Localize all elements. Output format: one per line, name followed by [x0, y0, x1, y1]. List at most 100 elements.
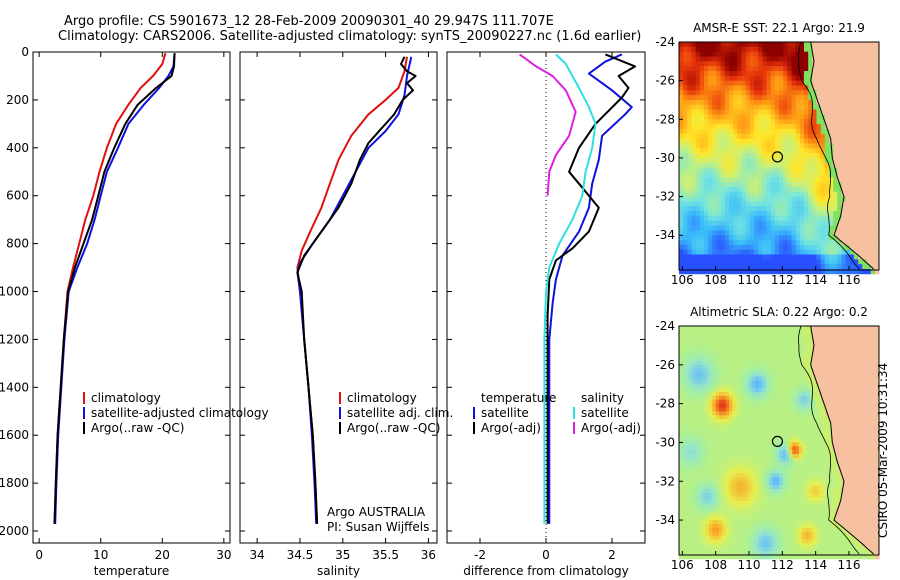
- map-cell: [715, 465, 720, 470]
- map-cell: [745, 71, 751, 77]
- map-cell: [862, 446, 866, 451]
- map-cell: [716, 254, 722, 260]
- map-cell: [775, 465, 780, 470]
- map-cell: [785, 426, 790, 432]
- map-cell: [759, 438, 763, 443]
- map-cell: [855, 353, 860, 358]
- map-cell: [699, 201, 705, 207]
- map-cell: [866, 191, 872, 197]
- map-cell: [712, 403, 716, 408]
- map-cell: [842, 465, 846, 470]
- map-cell: [722, 364, 726, 370]
- map-cell: [852, 341, 856, 346]
- map-cell: [715, 446, 720, 451]
- map-cell: [741, 114, 747, 120]
- map-cell: [858, 264, 863, 270]
- map-cell: [754, 249, 759, 255]
- map-cell: [737, 167, 742, 173]
- map-cell: [689, 458, 693, 463]
- map-cell: [720, 191, 726, 197]
- map-cell: [816, 182, 822, 188]
- map-cell: [772, 411, 776, 416]
- map-cell: [719, 477, 723, 482]
- map-cell: [859, 442, 863, 447]
- map-cell: [805, 353, 810, 358]
- map-cell: [833, 196, 838, 202]
- map-cell: [859, 415, 863, 420]
- map-cell: [815, 326, 820, 331]
- map-cell: [712, 461, 716, 467]
- map-cell: [799, 376, 803, 381]
- map-cell: [749, 109, 755, 115]
- map-cell: [724, 66, 730, 72]
- map-cell: [874, 90, 880, 96]
- map-cell: [874, 104, 880, 110]
- map-cell: [691, 215, 697, 222]
- map-cell: [832, 481, 836, 486]
- map-cell: [820, 225, 826, 231]
- map-cell: [795, 162, 801, 168]
- map-cell: [791, 220, 797, 226]
- map-cell: [865, 423, 870, 428]
- map-cell: [835, 368, 840, 373]
- map-cell: [683, 71, 688, 77]
- map-cell: [835, 372, 840, 377]
- map-cell: [704, 46, 709, 52]
- map-cell: [808, 157, 813, 164]
- map-cell: [858, 119, 863, 125]
- map-cell: [802, 403, 806, 408]
- map-cell: [709, 419, 713, 424]
- map-cell: [709, 481, 713, 486]
- map-cell: [762, 329, 766, 335]
- map-cell: [774, 172, 780, 178]
- map-cell: [749, 167, 755, 173]
- map-cell: [766, 240, 772, 246]
- map-cell: [745, 235, 751, 241]
- map-cell: [695, 167, 701, 173]
- map-cell: [724, 153, 730, 159]
- map-cell: [805, 419, 810, 424]
- map-cell: [729, 182, 734, 188]
- map-cell: [759, 411, 763, 416]
- map-cell: [833, 148, 838, 154]
- map-cell: [835, 384, 840, 389]
- map-cell: [782, 407, 786, 412]
- map-cell: [812, 438, 816, 443]
- map-cell: [842, 481, 846, 486]
- map-cell: [765, 399, 770, 404]
- map-cell: [708, 196, 713, 202]
- map-cell: [865, 357, 870, 362]
- map-cell: [733, 71, 738, 77]
- map-cell: [695, 423, 700, 428]
- map-cell: [839, 392, 843, 397]
- map-cell: [841, 162, 847, 168]
- map-cell: [812, 153, 817, 159]
- map-cell: [704, 240, 709, 246]
- map-cell: [842, 419, 846, 424]
- map-cell: [762, 388, 766, 393]
- map-cell: [702, 446, 706, 451]
- map-cell: [712, 191, 717, 197]
- map-cell: [709, 477, 713, 482]
- map-cell: [808, 100, 813, 106]
- map-cell: [841, 85, 847, 91]
- map-cell: [704, 211, 709, 217]
- map-cell: [719, 349, 723, 354]
- map-cell: [837, 186, 842, 193]
- y-tick-label: 0: [21, 45, 29, 59]
- map-cell: [683, 182, 688, 188]
- map-cell: [762, 191, 767, 197]
- map-cell: [809, 395, 813, 401]
- map-cell: [722, 419, 726, 424]
- map-cell: [855, 419, 860, 424]
- map-cell: [869, 345, 873, 350]
- map-cell: [729, 56, 734, 62]
- map-cell: [812, 240, 817, 246]
- map-cell: [687, 61, 692, 67]
- map-cell: [724, 264, 730, 270]
- map-cell: [870, 46, 876, 52]
- map-cell: [872, 419, 876, 424]
- map-cell: [769, 395, 773, 401]
- map-cell: [799, 411, 803, 416]
- map-cell: [816, 104, 822, 110]
